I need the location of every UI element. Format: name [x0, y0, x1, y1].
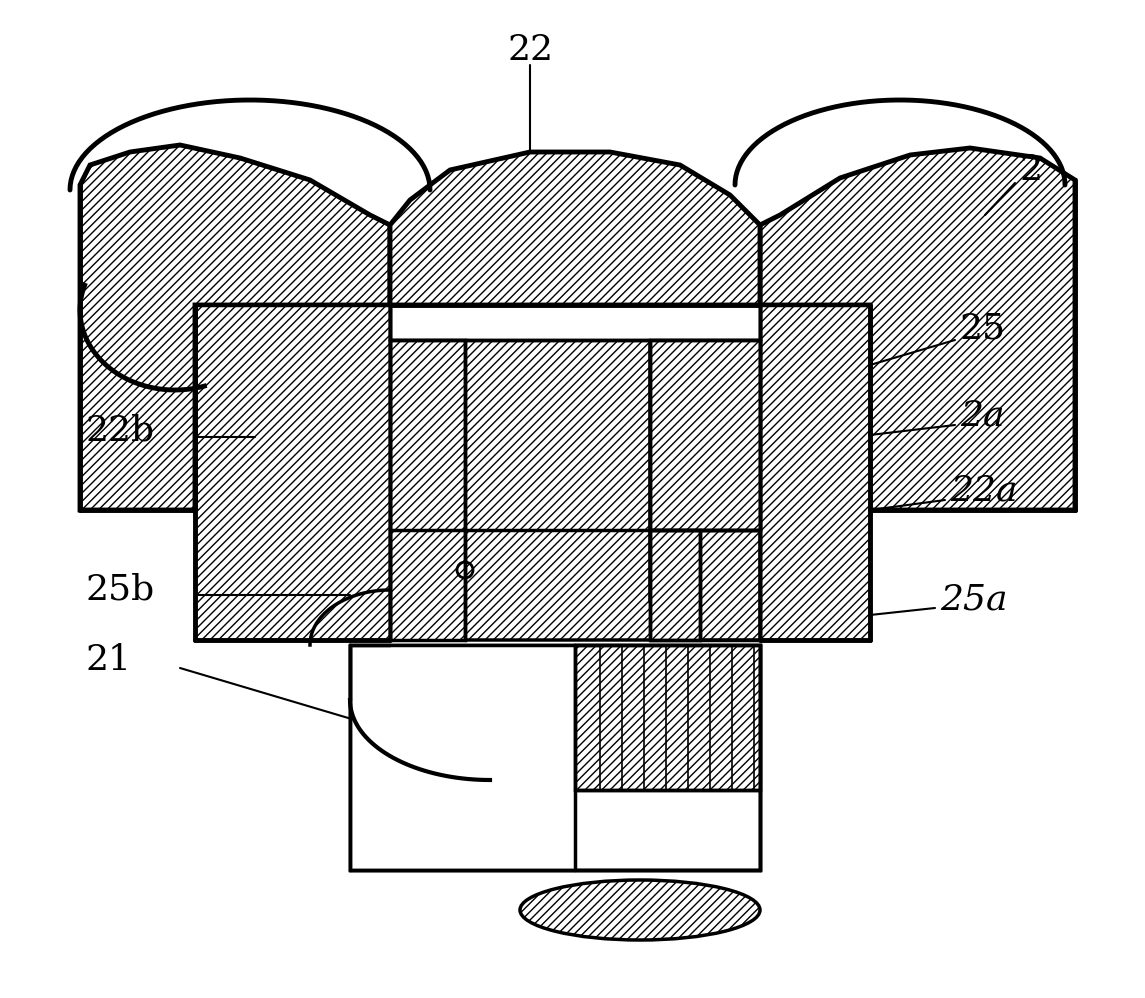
Polygon shape — [650, 530, 700, 640]
Polygon shape — [390, 152, 760, 305]
Polygon shape — [575, 645, 760, 790]
Ellipse shape — [520, 880, 760, 940]
Polygon shape — [350, 645, 575, 870]
Text: 22a: 22a — [950, 473, 1018, 507]
Text: 2a: 2a — [960, 398, 1004, 432]
Polygon shape — [390, 340, 760, 640]
Polygon shape — [80, 145, 390, 510]
Polygon shape — [390, 340, 465, 640]
Text: 25b: 25b — [85, 573, 155, 607]
Text: 25: 25 — [960, 311, 1006, 345]
Polygon shape — [760, 148, 1075, 510]
Bar — [350, 645, 760, 870]
Text: 22: 22 — [507, 33, 553, 67]
Text: 2: 2 — [1020, 153, 1043, 187]
Polygon shape — [195, 305, 390, 640]
Polygon shape — [760, 305, 870, 640]
Bar — [350, 645, 760, 870]
Text: 22b: 22b — [85, 413, 155, 447]
Text: 21: 21 — [85, 643, 131, 677]
Text: 25a: 25a — [940, 583, 1008, 617]
Polygon shape — [650, 340, 760, 530]
Bar — [390, 305, 760, 340]
